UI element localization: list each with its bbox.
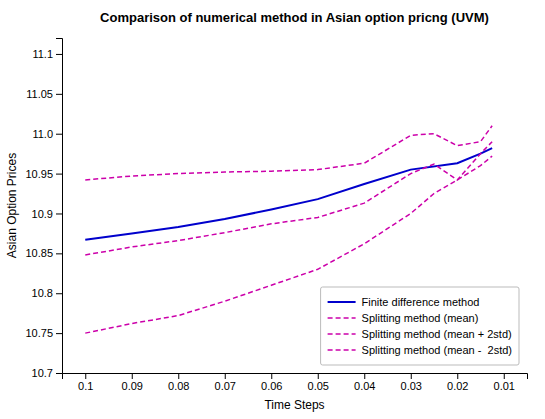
tick: 0.04 <box>354 373 375 392</box>
tick-mark <box>85 373 86 379</box>
tick-mark <box>56 293 62 294</box>
x-axis: 0.1 0.09 0.08 0.07 0.06 0.05 0.04 0.03 0.02 0.01 <box>63 373 528 392</box>
series-line <box>85 156 492 333</box>
axis-line <box>56 39 63 374</box>
tick: 0.06 <box>261 373 282 392</box>
tick-mark <box>56 373 62 374</box>
tick-label: 0.09 <box>122 380 143 392</box>
legend: Finite difference method Splitting method… <box>321 287 519 365</box>
x-axis-title: Time Steps <box>264 398 324 412</box>
legend-item: Splitting method (mean - 2std) <box>328 344 512 356</box>
legend-swatch <box>328 317 356 319</box>
tick: 0.02 <box>447 373 468 392</box>
tick-mark <box>178 373 179 379</box>
tick-mark <box>56 333 62 334</box>
tick-label: 10.95 <box>25 168 53 180</box>
legend-label: Splitting method (mean - 2std) <box>362 344 512 356</box>
tick: 0.08 <box>168 373 189 392</box>
tick-label: 11.05 <box>26 88 53 100</box>
tick-label: 0.05 <box>308 380 329 392</box>
tick-mark <box>132 373 133 379</box>
tick: 0.1 <box>78 373 93 392</box>
legend-swatch <box>328 349 356 351</box>
tick-label: 10.75 <box>25 327 53 339</box>
tick-label: 11.0 <box>32 128 53 140</box>
tick-mark <box>271 373 272 379</box>
tick-mark <box>56 134 62 135</box>
tick-mark <box>504 373 505 379</box>
tick-mark <box>56 213 62 214</box>
tick-label: 0.01 <box>494 380 515 392</box>
tick-label: 10.85 <box>25 247 53 259</box>
tick-mark <box>225 373 226 379</box>
tick-label: 0.06 <box>261 380 282 392</box>
tick-mark <box>411 373 412 379</box>
tick-label: 0.03 <box>401 380 422 392</box>
tick: 0.05 <box>308 373 329 392</box>
tick-mark <box>56 174 62 175</box>
legend-label: Splitting method (mean + 2std) <box>362 328 512 340</box>
legend-label: Finite difference method <box>362 296 480 308</box>
tick: 10.95 <box>25 168 62 180</box>
tick: 0.01 <box>494 373 515 392</box>
tick-mark <box>364 373 365 379</box>
tick-mark <box>56 253 62 254</box>
tick-mark <box>56 54 62 55</box>
axis-line <box>63 374 528 380</box>
tick-label: 10.9 <box>32 207 53 219</box>
legend-item: Splitting method (mean) <box>328 312 479 324</box>
tick: 0.07 <box>215 373 236 392</box>
tick: 10.85 <box>25 247 62 259</box>
tick-label: 0.07 <box>215 380 236 392</box>
series-line <box>85 126 492 180</box>
legend-label: Splitting method (mean) <box>362 312 479 324</box>
tick: 0.03 <box>401 373 422 392</box>
tick: 10.9 <box>32 207 62 219</box>
legend-box <box>321 287 519 365</box>
tick: 10.7 <box>32 367 62 379</box>
tick-label: 10.8 <box>32 287 53 299</box>
legend-item: Finite difference method <box>328 296 480 308</box>
tick-label: 11.1 <box>32 48 53 60</box>
tick: 0.09 <box>122 373 143 392</box>
tick-label: 0.02 <box>447 380 468 392</box>
chart: 0.1 0.09 0.08 0.07 0.06 0.05 0.04 0.03 0.02 0.01 1… <box>0 0 545 419</box>
tick-mark <box>56 94 62 95</box>
tick: 10.75 <box>25 327 62 339</box>
y-axis-title: Asian Option Prices <box>5 153 19 258</box>
lines <box>85 126 492 333</box>
tick-label: 0.1 <box>78 380 93 392</box>
series-line <box>85 148 492 240</box>
tick: 11.05 <box>26 88 62 100</box>
tick-label: 0.04 <box>354 380 375 392</box>
tick: 11.0 <box>32 128 62 140</box>
legend-item: Splitting method (mean + 2std) <box>328 328 512 340</box>
tick-label: 0.08 <box>168 380 189 392</box>
legend-swatch <box>328 301 356 303</box>
legend-swatch <box>328 333 356 335</box>
y-axis: 10.7 10.75 10.8 10.85 10.9 10.95 11.0 11.05 11.1 <box>25 39 62 380</box>
title: Comparison of numerical method in Asian … <box>100 10 489 25</box>
tick: 10.8 <box>32 287 62 299</box>
tick: 11.1 <box>32 48 62 60</box>
tick-label: 10.7 <box>32 367 53 379</box>
tick-mark <box>318 373 319 379</box>
tick-mark <box>457 373 458 379</box>
plot: 0.1 0.09 0.08 0.07 0.06 0.05 0.04 0.03 0.02 0.01 1… <box>25 39 527 392</box>
series-line <box>85 142 492 255</box>
